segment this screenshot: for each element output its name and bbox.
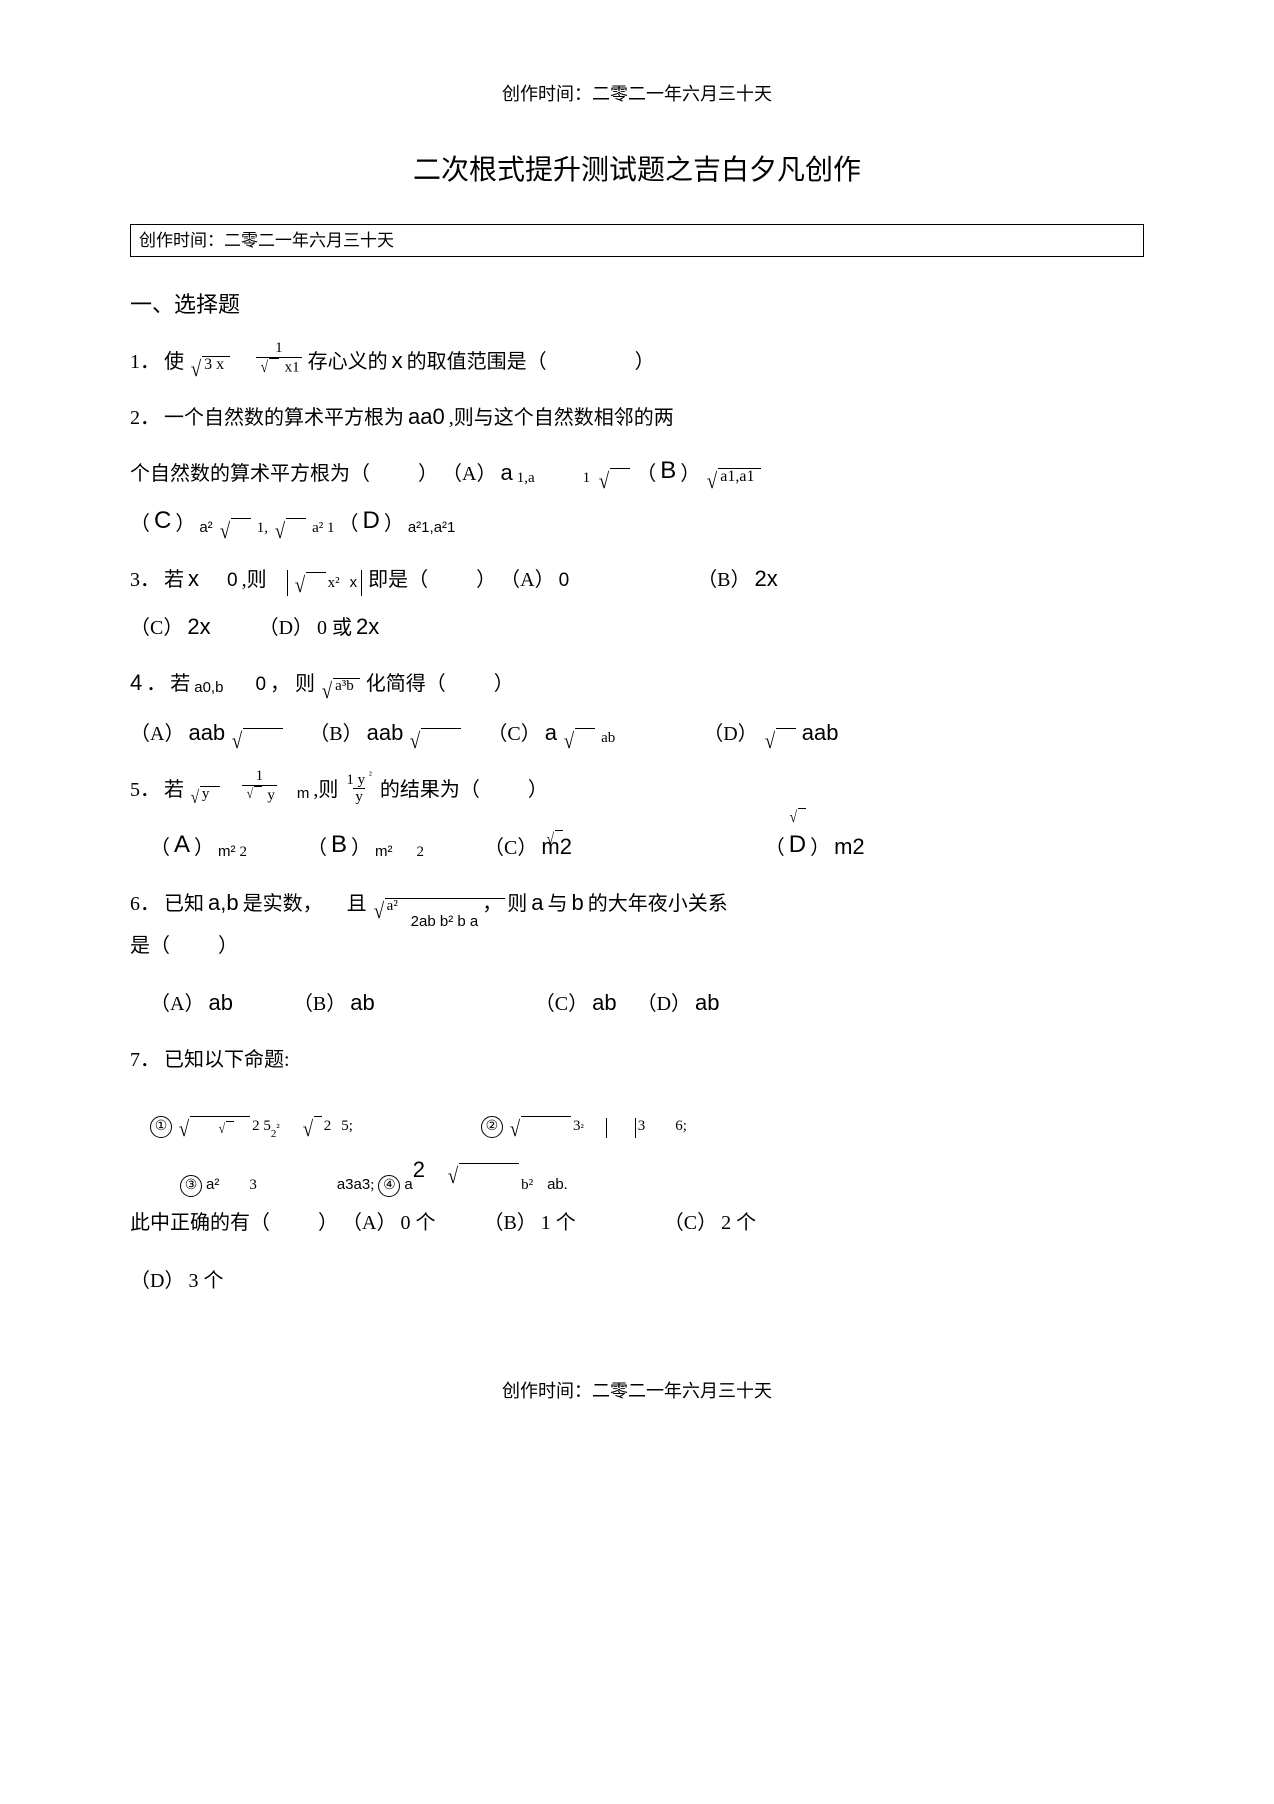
q-text: 且: [347, 888, 367, 920]
option-a: （A） a 1,a 1: [442, 455, 590, 490]
cond: a0,b: [194, 676, 223, 700]
var-b: b: [571, 885, 583, 920]
q-text: ）: [528, 774, 548, 806]
zero: 0: [227, 566, 238, 596]
option-b: （ B ） √a1,a1: [636, 452, 762, 490]
q-number: 7．: [130, 1044, 160, 1076]
fraction: 1 √ y: [242, 768, 277, 806]
option-d: （ √ D ） m2: [765, 826, 865, 864]
q-number: 4: [130, 665, 142, 700]
q-text: 的大年夜小关系: [588, 888, 728, 920]
option-c: （C）2x: [130, 609, 211, 644]
q-text: 存心义的: [308, 346, 388, 378]
option-b: （B）2x: [697, 561, 778, 596]
zero: 0: [255, 670, 266, 700]
q-text: 已知以下命题:: [164, 1044, 290, 1076]
q-text: 若: [164, 564, 184, 596]
bottom-meta: 创作时间：二零二一年六月三十天: [130, 1377, 1144, 1406]
q-text: ．: [146, 668, 166, 700]
sqrt-expr: √a³b: [321, 678, 360, 700]
abs-expr: √ x² x: [287, 570, 363, 596]
q-text: 个自然数的算术平方根为（: [130, 458, 370, 490]
option-d: （ D ） a²1,a²1: [339, 502, 456, 540]
q-text: 化简得（: [366, 668, 446, 700]
q-text: 若: [170, 668, 190, 700]
q-text: ， 则: [270, 668, 315, 700]
question-1: 1． 使 √3 x 1 √ x1 存心义的 x 的取值范围是（ ）: [130, 336, 1144, 378]
option-d: （D）ab: [637, 985, 720, 1020]
option-a: （A） m² 2: [150, 826, 247, 864]
option-b: （B） aab √: [309, 715, 463, 750]
prop-4: ④ a 2 √ b² ab .: [378, 1152, 567, 1197]
fraction: 1 √ x1: [256, 340, 302, 378]
q-text: ,则: [242, 564, 267, 596]
question-6: 6． 已知 a,b 是实数， 且 √ a² 2ab b² b a ， 则 a 与…: [130, 878, 1144, 1020]
q-text: 若: [164, 774, 184, 806]
q-text: ）: [218, 930, 238, 962]
fraction: 1 y ² y: [344, 770, 374, 806]
q-text: ）: [635, 346, 655, 378]
option-d: （D） 0 或 2x: [259, 609, 380, 644]
q-number: 1．: [130, 346, 160, 378]
sqrt-y: √y: [190, 786, 220, 806]
var-ab: a,b: [208, 885, 239, 920]
option-c: （C）2 个: [664, 1207, 756, 1239]
page-title: 二次根式提升测试题之吉白夕凡创作: [130, 149, 1144, 194]
q-text: 使: [164, 346, 184, 378]
top-meta: 创作时间：二零二一年六月三十天: [130, 80, 1144, 109]
variable-x: x: [188, 561, 199, 596]
option-a: （A）ab: [150, 985, 233, 1020]
q-text: ）: [318, 1207, 338, 1239]
section-heading: 一、选择题: [130, 287, 1144, 322]
question-7: 7． 已知以下命题: ① √ √ 2 5 2 ² √ 2 5 ; ② √ 3 ²: [130, 1034, 1144, 1297]
q-text: ）: [476, 564, 496, 596]
option-b: （B）1 个: [483, 1207, 575, 1239]
option-c: （ C ） a² √ 1, √ a² 1: [130, 502, 335, 540]
q-text: ,则与这个自然数相邻的两: [449, 402, 674, 434]
q-number: 5．: [130, 774, 160, 806]
q-text: 与: [547, 888, 567, 920]
var-a: a: [531, 885, 543, 920]
sqrt-expr: √3 x: [190, 356, 230, 378]
q-number: 2．: [130, 402, 160, 434]
q-text: 的结果为（: [380, 774, 480, 806]
option-b: （B） m² 2: [307, 826, 424, 864]
question-5: 5． 若 √y 1 √ y m ,则 1 y ² y 的结果为（ ） （A） m…: [130, 764, 1144, 864]
option-d: （D）3 个: [130, 1265, 223, 1297]
variable-x: x: [392, 343, 403, 378]
sqrt-expr: √ a²: [373, 898, 505, 920]
q-text: ,则: [313, 774, 338, 806]
option-a: （A） aab √: [130, 715, 285, 750]
option-c: （C） a √ ab: [487, 715, 615, 750]
q-text: 是实数，: [243, 888, 323, 920]
prop-3: ③ a² 3 a3a3 ;: [180, 1173, 374, 1197]
question-2: 2． 一个自然数的算术平方根为 aa0 ,则与这个自然数相邻的两 个自然数的算术…: [130, 392, 1144, 540]
q-text: 已知: [164, 888, 204, 920]
option-c: （C） m2 √: [484, 829, 565, 864]
q-text: 即是（: [368, 564, 428, 596]
q-text: ）: [494, 668, 514, 700]
option-a: （A）0 个: [342, 1207, 435, 1239]
q-number: 6．: [130, 888, 160, 920]
q-text: ）: [418, 458, 438, 490]
var-m: m: [297, 782, 310, 806]
question-4: 4 ． 若 a0,b 0 ， 则 √a³b 化简得（ ） （A） aab √ （…: [130, 658, 1144, 750]
option-b: （B）ab: [293, 985, 375, 1020]
q-text: 一个自然数的算术平方根为: [164, 402, 404, 434]
q-text: 的取值范围是（: [407, 346, 547, 378]
q-number: 3．: [130, 564, 160, 596]
q-text: 是（: [130, 930, 170, 962]
prop-1: ① √ √ 2 5 2 ² √ 2 5 ;: [150, 1114, 353, 1138]
q-text: 此中正确的有（: [130, 1207, 270, 1239]
sqrt-expr: √: [598, 468, 630, 490]
option-a: （A）0: [500, 564, 569, 596]
prop-2: ② √ 3 ² 3 6 ;: [481, 1114, 687, 1138]
question-3: 3． 若 x 0 ,则 √ x² x 即是（ ） （A）0 （B）2x （C）2…: [130, 554, 1144, 644]
option-d: （D） √ aab: [703, 715, 838, 750]
meta-box: 创作时间：二零二一年六月三十天: [130, 224, 1144, 257]
option-c: （C）ab: [535, 985, 617, 1020]
expr: aa0: [408, 399, 445, 434]
